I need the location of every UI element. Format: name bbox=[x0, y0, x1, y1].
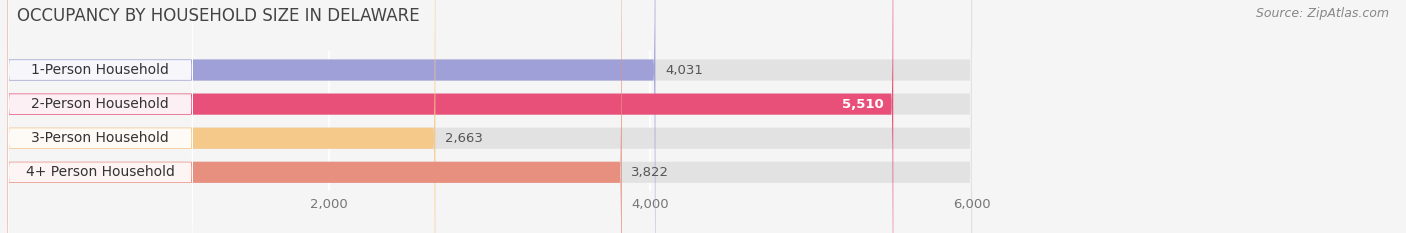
FancyBboxPatch shape bbox=[7, 0, 436, 233]
FancyBboxPatch shape bbox=[8, 0, 193, 233]
Text: Source: ZipAtlas.com: Source: ZipAtlas.com bbox=[1256, 7, 1389, 20]
Text: 4,031: 4,031 bbox=[665, 64, 703, 76]
FancyBboxPatch shape bbox=[7, 0, 621, 233]
FancyBboxPatch shape bbox=[7, 0, 893, 233]
Text: OCCUPANCY BY HOUSEHOLD SIZE IN DELAWARE: OCCUPANCY BY HOUSEHOLD SIZE IN DELAWARE bbox=[17, 7, 419, 25]
FancyBboxPatch shape bbox=[7, 0, 972, 233]
Text: 1-Person Household: 1-Person Household bbox=[31, 63, 169, 77]
FancyBboxPatch shape bbox=[7, 0, 972, 233]
Text: 3-Person Household: 3-Person Household bbox=[31, 131, 169, 145]
Text: 2-Person Household: 2-Person Household bbox=[31, 97, 169, 111]
Text: 2,663: 2,663 bbox=[444, 132, 482, 145]
FancyBboxPatch shape bbox=[8, 0, 193, 233]
FancyBboxPatch shape bbox=[8, 0, 193, 233]
FancyBboxPatch shape bbox=[7, 0, 655, 233]
FancyBboxPatch shape bbox=[7, 0, 972, 233]
Text: 5,510: 5,510 bbox=[842, 98, 883, 111]
Text: 4+ Person Household: 4+ Person Household bbox=[25, 165, 174, 179]
FancyBboxPatch shape bbox=[8, 0, 193, 233]
FancyBboxPatch shape bbox=[7, 0, 972, 233]
Text: 3,822: 3,822 bbox=[631, 166, 669, 179]
